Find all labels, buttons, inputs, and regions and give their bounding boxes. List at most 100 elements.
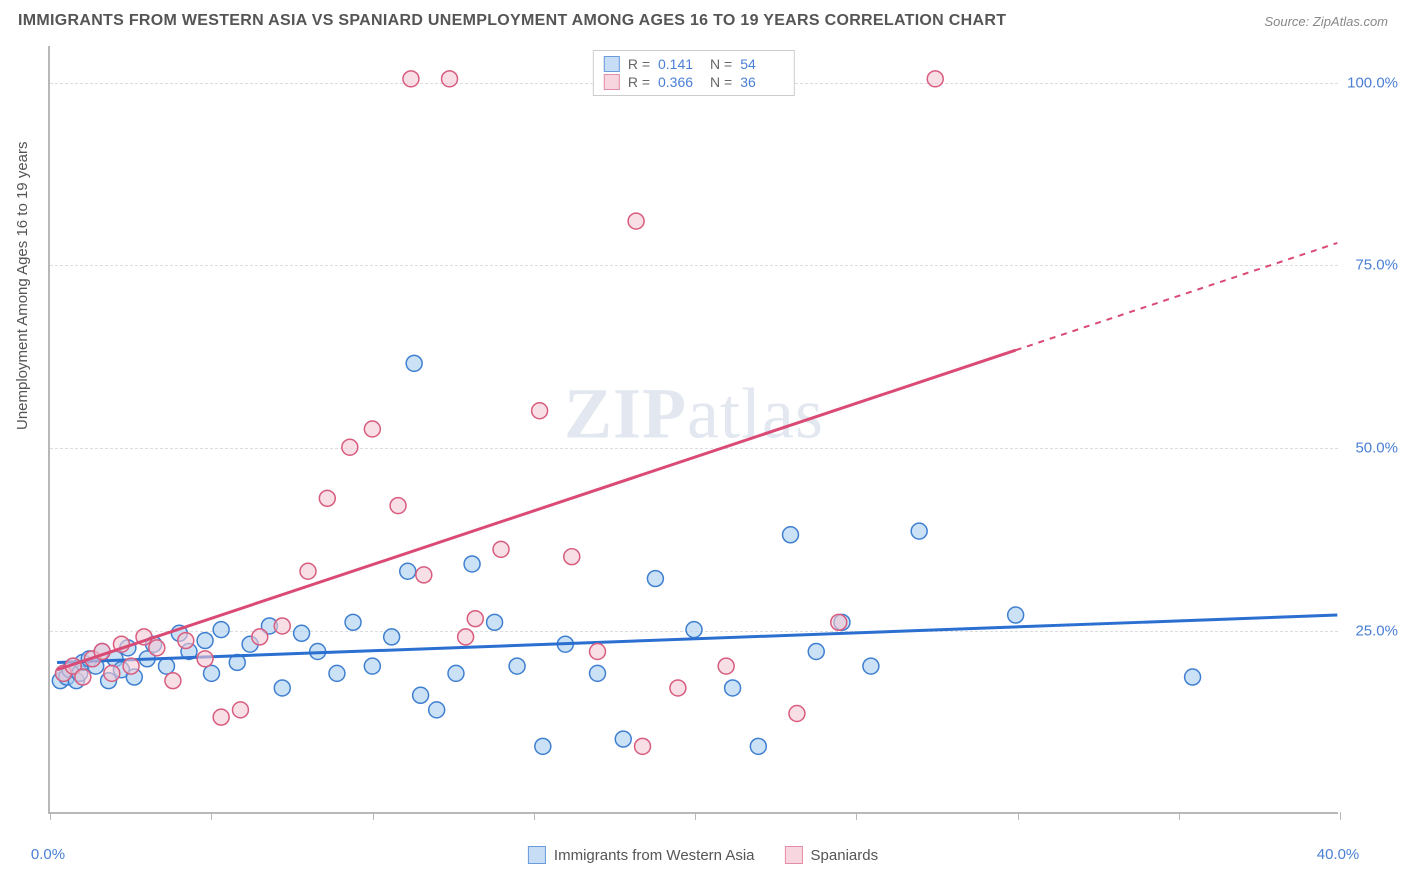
data-point	[458, 629, 474, 645]
xtick	[856, 812, 857, 820]
trendline	[57, 350, 1016, 670]
data-point	[384, 629, 400, 645]
data-point	[75, 669, 91, 685]
data-point	[213, 709, 229, 725]
data-point	[197, 651, 213, 667]
correlation-legend: R = 0.141 N = 54 R = 0.366 N = 36	[593, 50, 795, 96]
data-point	[364, 658, 380, 674]
data-point	[927, 71, 943, 87]
data-point	[487, 614, 503, 630]
plot-svg	[50, 46, 1338, 812]
data-point	[329, 665, 345, 681]
data-point	[808, 644, 824, 660]
data-point	[493, 541, 509, 557]
data-point	[509, 658, 525, 674]
data-point	[342, 439, 358, 455]
xtick	[211, 812, 212, 820]
xtick-label: 40.0%	[1317, 846, 1360, 863]
data-point	[590, 665, 606, 681]
data-point	[628, 213, 644, 229]
data-point	[532, 403, 548, 419]
data-point	[911, 523, 927, 539]
legend-bottom-label-b: Spaniards	[811, 847, 879, 864]
plot-area: ZIPatlas R = 0.141 N = 54 R = 0.366 N = …	[48, 46, 1338, 814]
data-point	[319, 490, 335, 506]
data-point	[789, 706, 805, 722]
data-point	[294, 625, 310, 641]
legend-swatch-b	[604, 74, 620, 90]
y-axis-label: Unemployment Among Ages 16 to 19 years	[14, 141, 31, 430]
source-text: Source: ZipAtlas.com	[1264, 14, 1388, 29]
data-point	[416, 567, 432, 583]
data-point	[831, 614, 847, 630]
data-point	[149, 640, 165, 656]
legend-r-a: 0.141	[658, 56, 702, 72]
data-point	[406, 355, 422, 371]
ytick-label: 50.0%	[1355, 440, 1398, 457]
legend-item-b: Spaniards	[785, 846, 879, 864]
legend-n-a: 54	[740, 56, 784, 72]
legend-item-a: Immigrants from Western Asia	[528, 846, 755, 864]
data-point	[403, 71, 419, 87]
data-point	[442, 71, 458, 87]
data-point	[123, 658, 139, 674]
data-point	[535, 738, 551, 754]
data-point	[448, 665, 464, 681]
data-point	[345, 614, 361, 630]
data-point	[300, 563, 316, 579]
xtick-label: 0.0%	[31, 846, 65, 863]
data-point	[464, 556, 480, 572]
ytick-label: 75.0%	[1355, 257, 1398, 274]
xtick	[1018, 812, 1019, 820]
data-point	[725, 680, 741, 696]
xtick	[1340, 812, 1341, 820]
ytick-label: 25.0%	[1355, 623, 1398, 640]
xtick	[50, 812, 51, 820]
data-point	[165, 673, 181, 689]
xtick	[534, 812, 535, 820]
data-point	[252, 629, 268, 645]
legend-r-b: 0.366	[658, 74, 702, 90]
data-point	[413, 687, 429, 703]
series-legend: Immigrants from Western Asia Spaniards	[528, 846, 878, 864]
legend-bottom-swatch-b	[785, 846, 803, 864]
data-point	[1185, 669, 1201, 685]
data-point	[364, 421, 380, 437]
data-point	[615, 731, 631, 747]
data-point	[670, 680, 686, 696]
data-point	[718, 658, 734, 674]
legend-row-series-a: R = 0.141 N = 54	[604, 55, 784, 73]
data-point	[197, 633, 213, 649]
data-point	[1008, 607, 1024, 623]
chart-title: IMMIGRANTS FROM WESTERN ASIA VS SPANIARD…	[18, 12, 1006, 30]
data-point	[390, 498, 406, 514]
trendline-dashed	[1016, 243, 1338, 350]
legend-swatch-a	[604, 56, 620, 72]
data-point	[274, 618, 290, 634]
legend-n-b: 36	[740, 74, 784, 90]
data-point	[647, 571, 663, 587]
legend-bottom-label-a: Immigrants from Western Asia	[554, 847, 755, 864]
data-point	[564, 549, 580, 565]
ytick-label: 100.0%	[1347, 74, 1398, 91]
data-point	[750, 738, 766, 754]
data-point	[783, 527, 799, 543]
data-point	[232, 702, 248, 718]
legend-bottom-swatch-a	[528, 846, 546, 864]
data-point	[178, 633, 194, 649]
data-point	[204, 665, 220, 681]
data-point	[213, 622, 229, 638]
xtick	[373, 812, 374, 820]
data-point	[590, 644, 606, 660]
data-point	[467, 611, 483, 627]
data-point	[104, 665, 120, 681]
title-bar: IMMIGRANTS FROM WESTERN ASIA VS SPANIARD…	[18, 12, 1388, 30]
xtick	[1179, 812, 1180, 820]
data-point	[429, 702, 445, 718]
data-point	[686, 622, 702, 638]
data-point	[274, 680, 290, 696]
legend-row-series-b: R = 0.366 N = 36	[604, 73, 784, 91]
xtick	[695, 812, 696, 820]
data-point	[635, 738, 651, 754]
data-point	[863, 658, 879, 674]
